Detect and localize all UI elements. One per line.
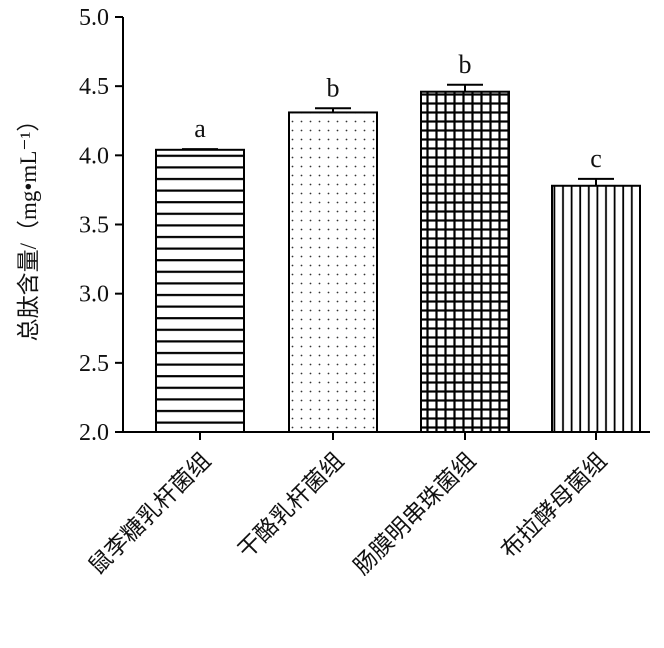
y-axis: 2.0 2.5 3.0 3.5 4.0 4.5 5.0 bbox=[79, 5, 124, 446]
y-tick-label: 2.0 bbox=[79, 420, 109, 446]
significance-label: c bbox=[590, 144, 602, 173]
bars: a b b c bbox=[155, 50, 641, 434]
x-tick-label: 布拉酵母菌组 bbox=[496, 448, 611, 563]
x-axis: 鼠李糖乳杆菌组 干酪乳杆菌组 肠膜明串珠菌组 布拉酵母菌组 bbox=[84, 431, 650, 580]
y-tick-label: 3.5 bbox=[79, 213, 109, 239]
x-tick-label: 肠膜明串珠菌组 bbox=[349, 448, 481, 580]
y-tick-label: 2.5 bbox=[79, 351, 109, 377]
bar-group: c bbox=[551, 144, 641, 433]
bar-group: b bbox=[420, 50, 510, 433]
x-tick-label: 干酪乳杆菌组 bbox=[233, 448, 348, 563]
bar bbox=[551, 184, 641, 433]
bar bbox=[288, 111, 378, 433]
bar bbox=[155, 148, 245, 434]
y-axis-label: 总肽含量/（mg•mL⁻¹） bbox=[16, 109, 41, 342]
significance-label: b bbox=[459, 50, 472, 79]
significance-label: a bbox=[194, 114, 206, 143]
y-tick-label: 4.5 bbox=[79, 74, 109, 100]
y-tick-label: 5.0 bbox=[79, 5, 109, 31]
bar-group: a bbox=[155, 114, 245, 434]
y-tick-label: 3.0 bbox=[79, 282, 109, 308]
x-tick-label: 鼠李糖乳杆菌组 bbox=[84, 448, 216, 580]
bar bbox=[420, 90, 510, 433]
bar-group: b bbox=[288, 73, 378, 433]
significance-label: b bbox=[327, 73, 340, 102]
y-tick-label: 4.0 bbox=[79, 143, 109, 169]
